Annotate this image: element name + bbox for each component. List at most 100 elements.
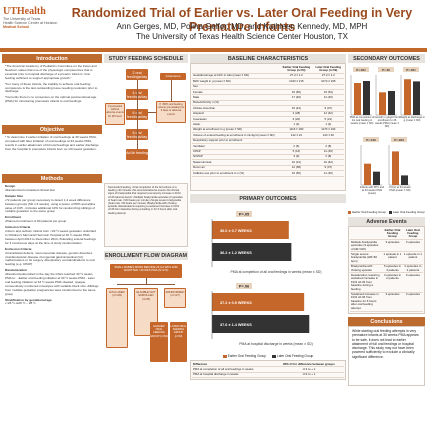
sec-legend-later-swatch [388, 211, 392, 214]
baseline-row: Birth weight in g (mean ± SD) 1043 ± 215 1… [192, 78, 344, 85]
sec-bar-later [401, 175, 408, 185]
baseline-cell: 9 (37) [312, 105, 344, 112]
objective-body: * To determine if earlier initiation of … [2, 134, 102, 174]
primary-outcomes-svg: P=.05 36.0 ± 0.7 WEEKS 36.2 ± 1.2 WEEKS PMA… [211, 211, 322, 346]
baseline-title: BASELINE CHARACTERISTICS [190, 54, 346, 63]
flow-randomized-box: RANDOMIZED (n=127) [164, 288, 186, 308]
baseline-cell [280, 84, 313, 91]
baseline-cell: 2 (6) [280, 143, 313, 150]
adverse-cell: 3 episodes [382, 292, 403, 312]
adverse-cell: Multiple bradycardia episodes (3 episode… [350, 239, 383, 253]
baseline-row: Caucasian 6 (20) 5 (21) [192, 116, 344, 123]
methods-body: Design •Randomized unmasked clinical tria… [2, 183, 102, 427]
baseline-cell [312, 84, 344, 91]
flow-connector-main [145, 278, 147, 284]
baseline-table-wrap: Earlier Oral Feeding Group (n=64) Later … [190, 63, 346, 191]
schedule-intol-connector [171, 80, 172, 101]
poster-authors: Ann Gerges, MD, Polina Gelfer, MD, and K… [116, 22, 368, 31]
sec-chart-caption: Infants with PPV and at 33 weeks PMA (me… [359, 186, 385, 196]
sec-p-label: P=.003 [394, 138, 404, 142]
sec-legend-later-label: Later Oral Feeding Group [392, 210, 425, 214]
sec-bar-later [373, 171, 380, 185]
legend-earlier: Earlier Oral Feeding Group [222, 354, 266, 358]
baseline-cell: Asian [192, 121, 281, 128]
sec-bar-earlier [392, 151, 399, 185]
primary-bar-value-label: 37.6 ± 1.4 WEEKS [220, 323, 252, 327]
baseline-cell: Female [192, 89, 281, 96]
adverse-cell: 5 episodes in 3 patients [382, 264, 403, 274]
primary-chart-caption: PMA at hospital discharge in weeks (mean… [239, 342, 312, 346]
baseline-cell: 27.3 ± 1.2 [280, 73, 313, 80]
baseline-cell: 5 (16) [280, 149, 313, 155]
sec-p-badge [403, 67, 419, 72]
diff-row-2-label: PMA at hospital discharge in weeks [192, 372, 274, 379]
sec-caption-wrap: Growth in g/kg/d from enrollment to 36 w… [375, 116, 400, 128]
design-heading: Design [5, 184, 16, 188]
baseline-cell: 1 (4) [312, 121, 344, 128]
baseline-cell: 17 (46) [280, 94, 313, 101]
baseline-cell: 4 (28) [280, 111, 313, 118]
uthealth-logo: UTHealth The University of Texas Health … [3, 6, 61, 46]
sec-legend-later: Later Oral Feeding Group [388, 210, 425, 214]
primary-outcomes-charts: P=.05 36.0 ± 0.7 WEEKS 36.2 ± 1.2 WEEKS PMA… [190, 203, 346, 353]
baseline-cell: 142 ± 24 [280, 132, 313, 139]
methods-title: Methods [2, 174, 102, 183]
adverse-cell: 3 episodes [382, 239, 403, 253]
sec-chart-caption: PO(L) at 33 weeks PMA (mean ± SD) [389, 186, 411, 193]
adverse-row: Bradycardia with choking episode 5 episod… [350, 264, 423, 274]
baseline-cell: 9 (37) [312, 165, 344, 172]
sec-bar-earlier [404, 79, 411, 115]
baseline-cell: 5 (21) [312, 116, 344, 123]
baseline-cell: NCPAP [192, 154, 281, 161]
baseline-header-2: Later Oral Feeding Group (n=59) [312, 65, 344, 74]
adverse-row: Single severe bradycardia (HR<60 bpm) 1 e… [350, 251, 423, 265]
inclusion-heading: Inclusion Criteria [5, 225, 31, 230]
diff-row-1-value: -0.3 to + 1 [273, 366, 344, 373]
poster-title: Randomized Trial of Earlier vs. Later Or… [71, 6, 413, 34]
sec-bar-earlier [354, 83, 361, 115]
primary-outcomes-title: PRIMARY OUTCOMES [190, 194, 346, 203]
baseline-row: Asian 1 (3) 1 (4) [192, 121, 344, 128]
design-text: •Randomized unmasked clinical trial [5, 187, 55, 192]
baseline-cell: 16 (50) [280, 170, 313, 177]
baseline-row: Caffeine use prior to enrollment in n (%… [192, 170, 344, 177]
baseline-row: Gestational age at birth in wks (mean ± … [192, 73, 344, 80]
baseline-cell: Caucasian [192, 116, 281, 123]
objective-paragraph: * To determine if earlier initiation of … [5, 135, 99, 151]
adverse-table: Earlier Oral Feeding Group Later Oral Fe… [350, 228, 423, 312]
baseline-cell [280, 100, 313, 107]
sec-legend-earlier-swatch [348, 211, 352, 214]
header-rule [0, 48, 427, 52]
sec-p-label: P=.001 [406, 68, 416, 72]
adverse-row: Desaturation requiring sustained increas… [350, 272, 423, 293]
adverse-table-wrap: Earlier Oral Feeding Group Later Oral Fe… [348, 226, 425, 314]
baseline-cell: 15 (44) [280, 105, 313, 112]
baseline-cell: 1043 ± 215 [280, 78, 313, 85]
adverse-header-0 [350, 228, 383, 241]
enroll-text: •Planned enrollment of 90 patients per g… [5, 219, 67, 224]
baseline-cell: Birth weight in g (mean ± SD) [192, 78, 281, 85]
baseline-cell: 2 (8) [312, 154, 344, 161]
baseline-row: CPAP 5 (16) 11 (46) [192, 149, 344, 155]
sec-caption-wrap: PMA at completion of 1st oral feeding in… [350, 116, 375, 125]
baseline-cell: Weight at enrollment in g (mean ± SD) [192, 127, 281, 134]
adverse-cell: 2 episodes in 2 patients [402, 264, 423, 274]
adverse-cell: 0 episodes [402, 272, 423, 293]
sec-p-badge [363, 137, 379, 142]
schedule-intolerance-label: Intolerance [160, 73, 186, 80]
baseline-cell: African-American [192, 105, 281, 112]
adverse-cell: 3 episodes [402, 292, 423, 312]
baseline-cell: 11 (46) [312, 170, 344, 177]
flow-top-box: SMALL BABIES BORN BEFORE 29 GA WKS AND A… [110, 264, 182, 278]
baseline-row: Sex [192, 84, 344, 91]
adverse-cell: Sustained increase in FiO2 ≥0.06 from ba… [350, 292, 383, 312]
primary-bar-value-label: 36.2 ± 1.2 WEEKS [220, 251, 252, 255]
randomization-heading: Randomization [5, 268, 28, 273]
poster-header: UTHealth The University of Texas Health … [0, 0, 427, 48]
baseline-cell: 11 (46) [312, 149, 344, 155]
feeding-schedule-diagram: 2 oral feedings/day 4 oral feedings/day … [104, 63, 188, 183]
adverse-cell: 3 episodes [402, 239, 423, 253]
baseline-row: Race/ethnicity n (%) [192, 100, 344, 107]
conclusions-text: While starting oral feeding attempts in … [348, 326, 425, 386]
baseline-cell: Caffeine use prior to enrollment in n (%… [192, 170, 281, 177]
